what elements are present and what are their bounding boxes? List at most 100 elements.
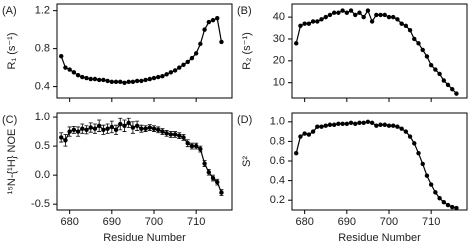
y-tick-label: 1.0 — [35, 111, 50, 123]
plot-frame — [56, 3, 233, 99]
data-point — [433, 190, 438, 195]
data-point — [450, 87, 455, 92]
x-axis-label: Residue Number — [103, 232, 186, 244]
data-point — [67, 67, 72, 72]
data-point — [294, 150, 299, 156]
data-point — [219, 190, 224, 195]
y-tick-label: 20 — [273, 55, 285, 67]
data-point — [80, 126, 85, 131]
data-point — [298, 23, 303, 29]
data-point — [80, 74, 85, 80]
data-point — [416, 41, 421, 46]
data-point — [340, 121, 345, 126]
x-tick-label: 680 — [60, 216, 78, 228]
y-tick-label: 1.2 — [35, 5, 50, 17]
data-point — [185, 141, 190, 146]
data-point — [181, 135, 186, 140]
data-point — [189, 55, 195, 61]
x-tick-label: 710 — [422, 216, 440, 228]
x-tick-label: 680 — [295, 216, 313, 228]
data-point — [382, 122, 387, 127]
data-point — [298, 134, 303, 139]
data-point — [88, 125, 93, 130]
data-point — [177, 65, 182, 70]
data-point — [336, 10, 341, 15]
data-point — [84, 75, 89, 81]
data-point — [160, 73, 165, 79]
data-point — [331, 10, 337, 15]
data-point — [395, 17, 400, 22]
data-point — [391, 14, 396, 20]
data-point — [130, 79, 136, 85]
data-point — [71, 70, 77, 75]
data-point — [348, 120, 354, 125]
data-point — [353, 12, 358, 18]
data-point — [206, 19, 212, 25]
data-point — [215, 179, 220, 185]
data-point — [139, 126, 144, 131]
y-tick-label: 10 — [273, 77, 285, 89]
data-line — [60, 17, 223, 84]
data-point — [441, 199, 447, 205]
data-point — [147, 125, 152, 130]
y-tick-label: 0.6 — [270, 155, 285, 167]
data-point — [134, 78, 140, 84]
data-point — [319, 17, 324, 22]
data-point — [113, 127, 119, 133]
data-point — [340, 8, 345, 13]
data-point — [181, 62, 186, 67]
data-point — [420, 161, 425, 167]
data-point — [96, 123, 102, 128]
y-axis-label: R₁ (s⁻¹) — [6, 32, 18, 69]
data-point — [63, 138, 68, 143]
data-point — [168, 70, 174, 75]
data-point — [306, 21, 312, 26]
data-point — [88, 76, 93, 82]
data-line — [295, 9, 457, 95]
data-point — [215, 16, 220, 21]
data-point — [450, 204, 455, 210]
data-point — [348, 8, 354, 13]
data-point — [378, 122, 383, 127]
data-point — [164, 72, 169, 77]
data-point — [193, 51, 199, 56]
data-point — [437, 71, 442, 77]
data-point — [172, 68, 178, 73]
data-point — [189, 143, 195, 149]
data-point — [327, 12, 333, 18]
data-point — [357, 10, 362, 15]
data-point — [134, 123, 140, 128]
data-point — [399, 21, 404, 26]
data-point — [75, 129, 81, 134]
data-point — [126, 120, 131, 126]
data-point — [323, 14, 328, 20]
data-point — [105, 126, 110, 131]
data-point — [92, 76, 98, 82]
data-point — [323, 123, 328, 128]
data-point — [315, 124, 320, 129]
y-tick-label: 0.2 — [270, 194, 285, 206]
data-point — [177, 133, 182, 138]
x-tick-label: 700 — [145, 216, 163, 228]
data-point — [63, 65, 68, 70]
data-point — [139, 78, 144, 84]
y-axis-label: ¹⁵N-{¹H} NOE — [6, 129, 18, 195]
data-point — [361, 14, 366, 20]
data-point — [382, 12, 387, 18]
data-point — [302, 131, 307, 136]
data-point — [353, 121, 358, 126]
data-point — [344, 121, 350, 126]
data-point — [210, 17, 216, 23]
data-point — [96, 77, 102, 83]
data-point — [156, 74, 161, 80]
data-point — [386, 123, 392, 128]
panel-label: (A) — [2, 5, 17, 17]
data-point — [151, 126, 157, 131]
data-point — [92, 126, 98, 131]
data-point — [59, 135, 64, 140]
y-tick-label: 0.8 — [270, 135, 285, 147]
data-point — [428, 182, 434, 187]
data-point — [198, 41, 203, 47]
data-point — [361, 120, 366, 125]
